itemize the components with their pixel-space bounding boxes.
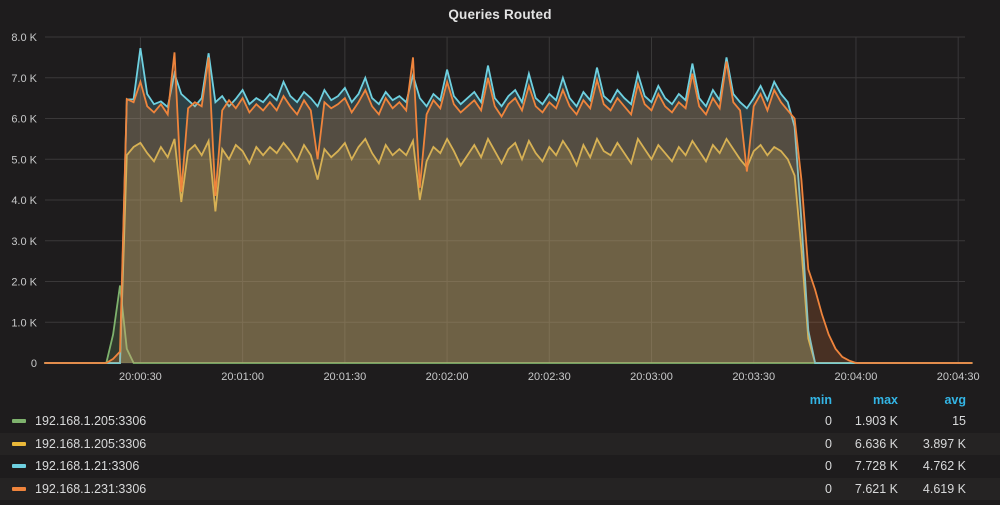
x-tick-label: 20:03:00 bbox=[630, 371, 673, 383]
series-line bbox=[44, 47, 973, 364]
series-max-value: 1.903 K bbox=[854, 414, 898, 429]
panel-title[interactable]: Queries Routed bbox=[448, 7, 552, 22]
legend-row: 192.168.1.231:3306 0 7.621 K 4.619 K bbox=[0, 477, 1000, 500]
y-tick-label: 8.0 K bbox=[11, 32, 37, 44]
series-area bbox=[45, 52, 972, 364]
legend-row: 192.168.1.205:3306 0 1.903 K 15 bbox=[0, 410, 1000, 433]
series-max-value: 7.621 K bbox=[854, 481, 898, 496]
series-line bbox=[44, 52, 973, 364]
series-color-swatch[interactable] bbox=[12, 419, 26, 424]
series-label[interactable]: 192.168.1.205:3306 bbox=[35, 436, 147, 451]
legend-table: min max avg 192.168.1.205:3306 0 1.903 K… bbox=[0, 390, 1000, 500]
series-avg-value: 4.762 K bbox=[922, 459, 966, 474]
x-tick-label: 20:04:00 bbox=[835, 371, 878, 383]
series-label[interactable]: 192.168.1.231:3306 bbox=[35, 481, 147, 496]
legend-sort-max[interactable]: max bbox=[872, 393, 898, 407]
series-color-swatch[interactable] bbox=[12, 486, 26, 491]
series-area bbox=[45, 138, 972, 363]
x-tick-label: 20:00:30 bbox=[119, 371, 162, 383]
x-tick-label: 20:01:00 bbox=[221, 371, 264, 383]
y-tick-label: 7.0 K bbox=[11, 73, 37, 85]
series-min-value: 0 bbox=[825, 459, 832, 474]
series-avg-value: 3.897 K bbox=[922, 436, 966, 451]
series-avg-value: 4.619 K bbox=[922, 481, 966, 496]
series-min-value: 0 bbox=[825, 414, 832, 429]
series-area bbox=[45, 48, 972, 363]
legend-sort-min[interactable]: min bbox=[809, 393, 832, 407]
x-tick-label: 20:02:30 bbox=[528, 371, 571, 383]
y-tick-label: 2.0 K bbox=[11, 277, 37, 289]
series-color-swatch[interactable] bbox=[12, 441, 26, 446]
y-tick-label: 5.0 K bbox=[11, 154, 37, 166]
series-avg-value: 15 bbox=[952, 414, 966, 429]
y-tick-label: 4.0 K bbox=[11, 195, 37, 207]
series-min-value: 0 bbox=[825, 481, 832, 496]
x-tick-label: 20:01:30 bbox=[323, 371, 366, 383]
series-label[interactable]: 192.168.1.205:3306 bbox=[35, 414, 147, 429]
y-tick-label: 3.0 K bbox=[11, 236, 37, 248]
legend-header: min max avg bbox=[0, 390, 1000, 410]
series-label[interactable]: 192.168.1.21:3306 bbox=[35, 459, 140, 474]
legend-sort-avg[interactable]: avg bbox=[944, 393, 966, 407]
series-line bbox=[44, 285, 966, 364]
x-tick-label: 20:02:00 bbox=[426, 371, 469, 383]
y-tick-label: 0 bbox=[31, 358, 37, 370]
series-color-swatch[interactable] bbox=[12, 464, 26, 469]
x-tick-label: 20:04:30 bbox=[937, 371, 980, 383]
series-max-value: 7.728 K bbox=[854, 459, 898, 474]
legend-row: 192.168.1.21:3306 0 7.728 K 4.762 K bbox=[0, 455, 1000, 478]
y-tick-label: 6.0 K bbox=[11, 114, 37, 126]
x-tick-label: 20:03:30 bbox=[732, 371, 775, 383]
series-max-value: 6.636 K bbox=[854, 436, 898, 451]
y-tick-label: 1.0 K bbox=[11, 317, 37, 329]
timeseries-chart[interactable]: 8.0 K 7.0 K 6.0 K 5.0 K 4.0 K 3.0 K 2.0 K 1.0 K… bbox=[0, 0, 1000, 385]
series-min-value: 0 bbox=[825, 436, 832, 451]
legend-row: 192.168.1.205:3306 0 6.636 K 3.897 K bbox=[0, 432, 1000, 455]
